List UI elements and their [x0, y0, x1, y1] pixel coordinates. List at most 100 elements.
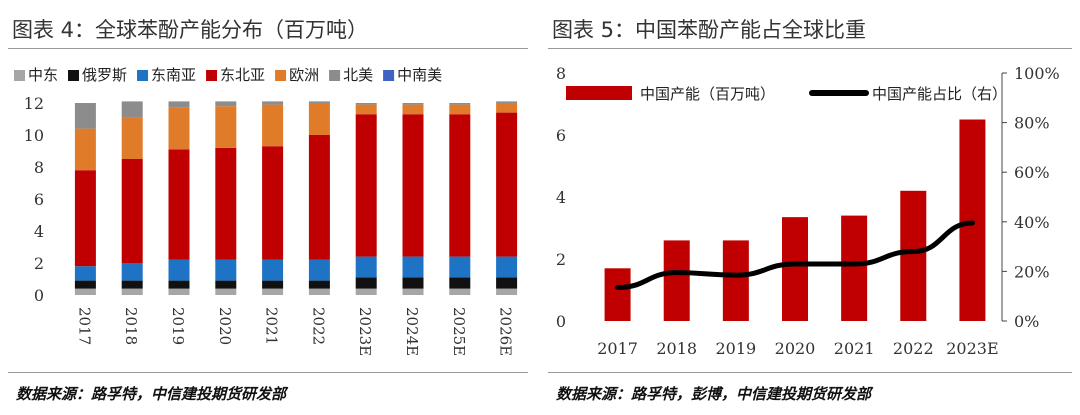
bar-segment-0 [262, 288, 284, 295]
y2-tick-label: 0% [1014, 312, 1039, 331]
x-tick-label: 2022 [309, 307, 327, 345]
y2-tick-label: 20% [1014, 262, 1050, 281]
bar-segment-5 [74, 103, 96, 129]
x-tick-label: 2020 [775, 339, 816, 358]
legend-label-5: 北美 [343, 66, 373, 84]
y2-tick-label: 100% [1014, 64, 1060, 83]
bar-segment-4 [308, 103, 330, 135]
legend-swatch-bar [566, 86, 632, 100]
bar-segment-3 [402, 114, 424, 257]
legend-label-4: 欧洲 [289, 66, 319, 84]
x-tick-label: 2023E [946, 339, 998, 358]
x-tick-label: 2025E [450, 307, 468, 356]
x-tick-label: 2020 [216, 307, 234, 345]
title-divider [8, 48, 528, 49]
y-tick-label: 0 [34, 286, 44, 305]
bar-segment-2 [74, 266, 96, 281]
bar-segment-2 [449, 256, 471, 278]
bar [900, 190, 927, 321]
bar-segment-2 [168, 259, 190, 281]
legend-label-line: 中国产能占比（右） [872, 85, 1007, 103]
bar-segment-4 [449, 104, 471, 115]
legend-swatch-1 [68, 70, 80, 81]
y-tick-label: 4 [34, 222, 44, 241]
legend-label-1: 俄罗斯 [82, 66, 127, 84]
bar-segment-3 [262, 146, 284, 260]
bar-segment-1 [168, 280, 190, 289]
y-tick-label: 4 [556, 188, 566, 207]
bar-segment-0 [355, 288, 377, 295]
bar-segment-5 [308, 101, 330, 103]
bar-segment-1 [308, 280, 330, 289]
legend-label-bar: 中国产能（百万吨） [640, 85, 775, 103]
bar-segment-5 [121, 101, 143, 118]
y-tick-label: 2 [34, 254, 44, 273]
source-note: 数据来源：路孚特，中信建投期货研发部 [16, 385, 287, 403]
y-tick-label: 10 [24, 126, 44, 145]
x-tick-label: 2021 [834, 339, 875, 358]
source-divider [548, 372, 1072, 373]
legend-swatch-6 [383, 70, 395, 81]
x-tick-label: 2017 [597, 339, 638, 358]
bar-segment-0 [496, 288, 518, 295]
right-chart-panel: 图表 5：中国苯酚产能占全球比重 0% 20% 40% 60% 80% 100% 0 2 4 6 8… [540, 0, 1080, 415]
bar-segment-4 [168, 107, 190, 150]
bar-segment-5 [449, 103, 471, 105]
bar-segment-3 [355, 114, 377, 257]
bar-segment-5 [402, 103, 424, 105]
bar-segment-3 [308, 135, 330, 260]
x-tick-label: 2018 [656, 339, 697, 358]
stacked-bar-chart: 中东 俄罗斯 东南亚 东北亚 欧洲 北美 中南美 0 2 4 6 8 10 12 2017 2018 2019 2… [14, 66, 518, 356]
bar-segment-2 [121, 263, 143, 281]
x-tick-label: 2019 [715, 339, 756, 358]
bar-segment-4 [262, 104, 284, 147]
legend-swatch-4 [275, 70, 287, 81]
y2-tick-label: 40% [1014, 213, 1050, 232]
x-tick-label: 2024E [403, 307, 421, 356]
source-note: 数据来源：路孚特，彭博，中信建投期货研发部 [556, 385, 872, 403]
y2-tick-label: 80% [1014, 114, 1050, 133]
bar-segment-4 [74, 128, 96, 171]
legend-label-6: 中南美 [397, 66, 442, 84]
x-tick-label: 2026E [497, 307, 515, 356]
x-tick-label: 2019 [169, 307, 187, 345]
bar-segment-2 [355, 256, 377, 278]
left-chart-panel: 图表 4：全球苯酚产能分布（百万吨） 中东 俄罗斯 东南亚 东北亚 欧洲 北美 中南美 0 2 4… [8, 18, 528, 403]
legend-swatch-0 [14, 70, 25, 81]
bar-segment-3 [449, 114, 471, 257]
bar-segment-2 [496, 256, 518, 278]
bar-segment-2 [262, 259, 284, 281]
bar-segment-0 [215, 288, 237, 295]
bar-segment-4 [402, 104, 424, 115]
x-tick-label: 2018 [122, 307, 140, 345]
y-tick-label: 6 [34, 190, 44, 209]
legend-swatch-2 [137, 70, 149, 81]
x-tick-label: 2017 [75, 307, 93, 345]
bar [663, 240, 690, 321]
bar-segment-1 [121, 280, 143, 289]
bar [959, 119, 986, 321]
y-tick-label: 8 [556, 64, 566, 83]
bar-segment-5 [215, 101, 237, 107]
bar-segment-4 [496, 103, 518, 113]
chart-title: 图表 4：全球苯酚产能分布（百万吨） [12, 18, 369, 42]
bar-segment-0 [308, 288, 330, 295]
bar-segment-1 [355, 277, 377, 289]
bar-segment-3 [168, 149, 190, 260]
source-divider [8, 372, 528, 373]
bar-segment-1 [402, 277, 424, 289]
chart-title: 图表 5：中国苯酚产能占全球比重 [552, 18, 867, 42]
legend-swatch-3 [206, 70, 218, 81]
bar-segment-1 [74, 280, 96, 289]
bar-segment-5 [262, 101, 284, 105]
bar-segment-3 [496, 112, 518, 257]
bar-segment-0 [449, 288, 471, 295]
bar-segment-3 [121, 159, 143, 263]
bar-segment-4 [355, 104, 377, 115]
bar-segment-5 [168, 101, 190, 108]
bar-segment-4 [121, 117, 143, 159]
y-tick-label: 8 [34, 158, 44, 177]
bar-segment-0 [402, 288, 424, 295]
legend-label-2: 东南亚 [151, 66, 196, 84]
legend-label-0: 中东 [28, 66, 58, 84]
